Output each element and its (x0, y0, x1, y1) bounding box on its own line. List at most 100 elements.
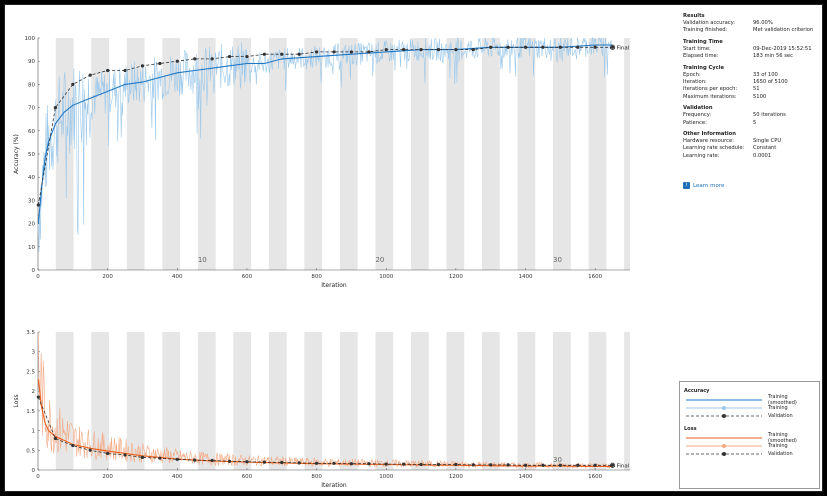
training-progress-window: 0 200 400 600 800 1000 1200 1400 1600 0 10 20 30 40 50… (4, 4, 823, 492)
validation-point (245, 54, 249, 59)
validation-point (332, 50, 336, 54)
info-panel: Results Validation accuracy: 96.00% Train… (683, 9, 819, 385)
y-tick-label: 70 (28, 106, 35, 112)
y-tick-label: 60 (28, 129, 35, 135)
validation-point (71, 82, 75, 86)
legend-item: Validation (684, 412, 815, 420)
validation-point (610, 45, 615, 49)
info-row: Start time: 09-Dec-2019 15:52:51 (683, 46, 819, 53)
epoch-band (304, 332, 323, 470)
validation-point (593, 463, 597, 467)
final-label: Final (617, 463, 630, 469)
y-tick-label: 2.5 (26, 369, 35, 375)
info-row: Learning rate: 0.0001 (683, 153, 819, 160)
y-tick-label: 2 (32, 389, 36, 395)
validation-point (454, 462, 458, 467)
epoch-band (446, 38, 465, 270)
validation-point (262, 460, 266, 464)
info-row: Epoch: 33 of 100 (683, 72, 819, 79)
validation-point (280, 460, 284, 465)
training-time-section: Training Time Start time: 09-Dec-2019 15:… (683, 39, 819, 61)
validation-point (210, 458, 214, 463)
validation-point (193, 57, 197, 61)
y-tick-label: 1 (32, 429, 36, 435)
validation-point (402, 48, 406, 52)
legend-title-loss: Loss (684, 426, 697, 432)
validation-point (489, 463, 493, 467)
validation-point (210, 57, 214, 61)
x-tick-label: 1000 (379, 274, 393, 280)
x-tick-label: 1400 (519, 274, 533, 280)
validation-point (297, 52, 301, 56)
section-title: Other Information (683, 131, 736, 138)
epoch-band (268, 332, 287, 470)
y-tick-label: 0 (32, 268, 36, 274)
validation-point (436, 48, 441, 52)
section-title: Training Time (683, 38, 723, 45)
epoch-band (375, 332, 394, 470)
validation-point (402, 462, 406, 466)
info-row: Validation accuracy: 96.00% (683, 20, 819, 27)
legend-label: Training (smoothed) (768, 432, 797, 444)
info-value: 09-Dec-2019 15:52:51 (753, 45, 812, 52)
info-row: Learning rate schedule: Constant (683, 145, 819, 152)
y-tick-label: 90 (28, 59, 35, 65)
legend-swatch-accuracy-training (686, 406, 762, 410)
info-row: Iteration: 1650 of 5100 (683, 79, 819, 86)
info-key: Learning rate: (683, 152, 720, 159)
epoch-band (482, 38, 500, 270)
validation-point (471, 48, 475, 52)
validation-point (140, 455, 145, 459)
validation-point (523, 45, 528, 49)
validation-point (541, 463, 545, 467)
x-tick-label: 1400 (519, 474, 533, 480)
validation-point (175, 59, 179, 63)
legend-item: Training (684, 404, 815, 412)
info-row: Training finished: Met validation criteri… (683, 27, 819, 34)
info-key: Learning rate schedule: (683, 145, 745, 152)
x-tick-label: 1200 (449, 474, 463, 480)
y-tick-label: 20 (28, 222, 35, 228)
info-row: Maximum iterations: 5100 (683, 94, 819, 101)
epoch-band (624, 38, 630, 270)
validation-point (593, 45, 597, 49)
epoch-band (624, 332, 630, 470)
plot-legend: Accuracy Training (smoothed) Training Va… (679, 381, 820, 489)
epoch-label: 20 (375, 256, 384, 264)
training-raw-line (38, 331, 613, 470)
final-marker (610, 44, 616, 50)
epoch-band (446, 332, 465, 470)
y-tick-label: 10 (28, 245, 35, 251)
validation-point (314, 461, 319, 465)
x-tick-label: 800 (311, 274, 322, 280)
section-title: Results (683, 13, 705, 19)
x-tick-label: 400 (172, 274, 183, 280)
validation-point (506, 45, 510, 49)
legend-swatch-loss-smoothed (686, 437, 762, 439)
x-tick-label: 200 (102, 274, 113, 280)
validation-point (454, 48, 458, 52)
legend-swatch-loss-validation (686, 452, 762, 456)
info-key: Hardware resource: (683, 138, 734, 145)
info-key: Maximum iterations: (683, 93, 737, 100)
validation-point (123, 453, 127, 457)
validation-point (314, 50, 319, 54)
validation-point (53, 106, 58, 110)
final-marker (610, 462, 616, 468)
validation-point (384, 462, 388, 466)
validation-point (280, 52, 284, 56)
plot-area: 0 200 400 600 800 1000 1200 1400 1600 0 10 20 30 40 50… (5, 5, 675, 493)
epoch-band (410, 332, 429, 470)
validation-point (610, 463, 615, 467)
info-value: 51 (753, 86, 760, 93)
validation-point (332, 461, 336, 465)
y-tick-label: 0 (32, 468, 36, 474)
y-tick-label: 30 (28, 198, 35, 204)
info-value: Met validation criterion (753, 27, 814, 34)
y-tick-label: 40 (28, 175, 35, 181)
learn-more-link[interactable]: i Learn more (683, 182, 819, 190)
x-tick-label: 200 (102, 474, 113, 480)
validation-point (245, 460, 249, 464)
learn-more-label[interactable]: Learn more (693, 182, 725, 189)
validation-section: Validation Frequency: 50 iterations Patie… (683, 105, 819, 127)
